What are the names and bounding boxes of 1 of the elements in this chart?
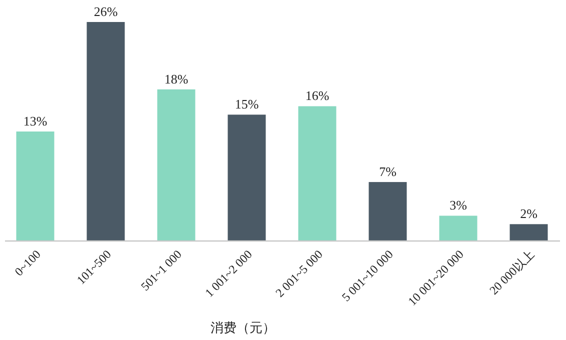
x-label: 消费（元）: [210, 320, 276, 335]
